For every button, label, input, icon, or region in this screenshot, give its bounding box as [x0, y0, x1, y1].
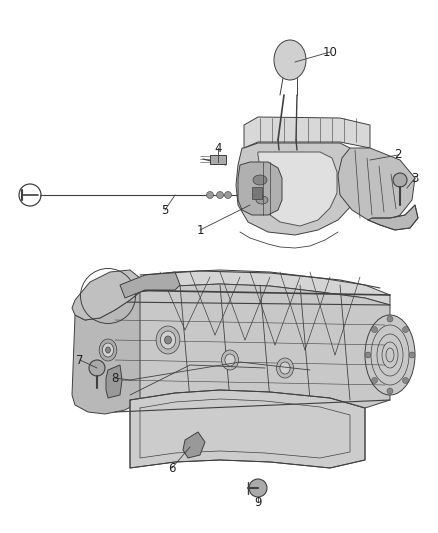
Polygon shape [115, 284, 390, 412]
Text: 1: 1 [196, 223, 204, 237]
Text: 4: 4 [214, 141, 222, 155]
Polygon shape [106, 365, 122, 398]
Polygon shape [120, 272, 180, 298]
Ellipse shape [160, 331, 176, 349]
Circle shape [403, 327, 409, 333]
Text: 7: 7 [76, 353, 84, 367]
Polygon shape [338, 148, 415, 222]
Circle shape [249, 479, 267, 497]
Circle shape [403, 377, 409, 383]
Circle shape [387, 316, 393, 322]
Circle shape [206, 191, 213, 198]
Circle shape [387, 388, 393, 394]
Ellipse shape [225, 354, 235, 366]
Text: 8: 8 [111, 372, 119, 384]
Polygon shape [115, 270, 390, 305]
Ellipse shape [253, 175, 267, 185]
Polygon shape [258, 152, 337, 226]
Circle shape [216, 191, 223, 198]
Text: 5: 5 [161, 204, 169, 216]
Polygon shape [368, 205, 418, 230]
Circle shape [365, 352, 371, 358]
Polygon shape [238, 162, 282, 215]
Text: 10: 10 [322, 45, 337, 59]
Polygon shape [72, 270, 140, 320]
Ellipse shape [274, 40, 306, 80]
Text: 9: 9 [254, 496, 262, 508]
Polygon shape [183, 432, 205, 458]
Polygon shape [210, 155, 226, 164]
Circle shape [371, 327, 378, 333]
Text: 3: 3 [411, 172, 419, 184]
Circle shape [371, 377, 378, 383]
Polygon shape [244, 117, 370, 148]
Ellipse shape [99, 339, 117, 361]
Text: 2: 2 [394, 149, 402, 161]
Ellipse shape [102, 343, 113, 357]
Circle shape [409, 352, 415, 358]
Bar [252, 187, 262, 199]
Ellipse shape [156, 326, 180, 354]
Ellipse shape [256, 196, 268, 204]
Ellipse shape [276, 358, 293, 378]
Polygon shape [236, 143, 362, 235]
Text: 6: 6 [168, 462, 176, 474]
Ellipse shape [222, 350, 239, 370]
Circle shape [393, 173, 407, 187]
Ellipse shape [106, 347, 110, 353]
Polygon shape [130, 390, 365, 468]
Ellipse shape [280, 362, 290, 374]
Ellipse shape [165, 336, 171, 344]
Polygon shape [72, 292, 140, 414]
Circle shape [225, 191, 232, 198]
Circle shape [89, 360, 105, 376]
Ellipse shape [365, 315, 415, 395]
